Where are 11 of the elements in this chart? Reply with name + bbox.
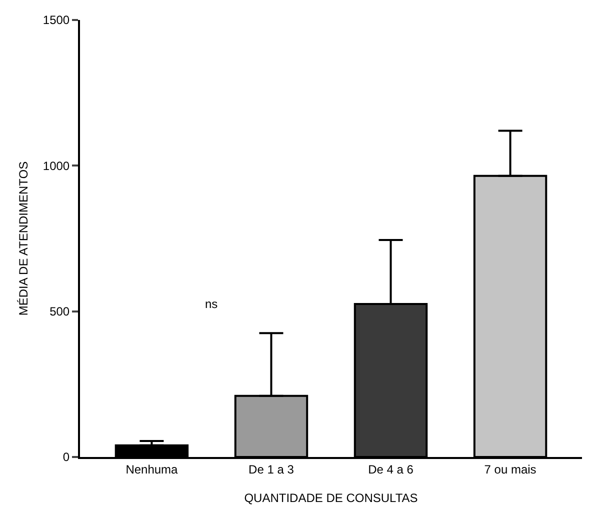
y-tick-label: 1000	[42, 158, 70, 173]
y-tick-label: 1500	[42, 13, 70, 28]
y-tick-label: 0	[62, 450, 70, 464]
x-tick-label: 7 ou mais	[484, 462, 536, 476]
annotation: ns	[205, 297, 218, 311]
x-axis-title: QUANTIDADE DE CONSULTAS	[244, 490, 418, 505]
y-axis-title: MÉDIA DE ATENDIMENTOS	[16, 161, 31, 316]
x-tick-label: De 4 a 6	[368, 462, 414, 476]
y-tick-label: 500	[50, 304, 70, 319]
x-tick-label: Nenhuma	[126, 462, 178, 476]
x-tick-label: De 1 a 3	[248, 462, 294, 476]
